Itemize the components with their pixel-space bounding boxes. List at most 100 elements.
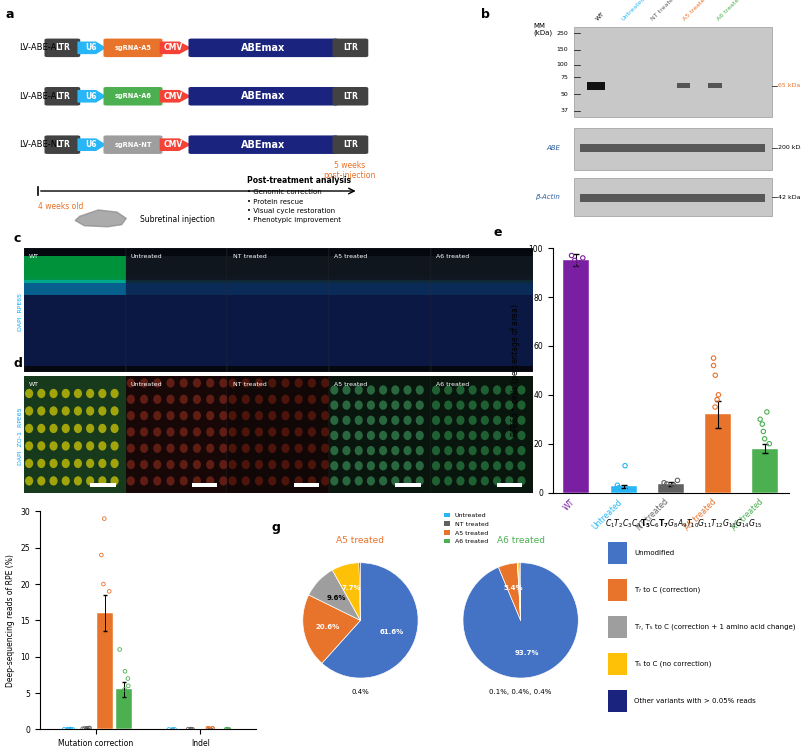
Circle shape	[343, 461, 351, 471]
Point	[202, 723, 215, 735]
Circle shape	[330, 401, 338, 410]
Circle shape	[330, 385, 338, 395]
Circle shape	[228, 378, 236, 388]
Bar	[609, 616, 627, 638]
FancyArrow shape	[159, 90, 191, 102]
Circle shape	[179, 476, 187, 486]
Circle shape	[432, 385, 440, 395]
Point	[571, 259, 584, 271]
Circle shape	[321, 411, 329, 420]
Circle shape	[206, 378, 214, 388]
Text: $C_1T_2C_3C_4\mathbf{T_5}C_6\mathbf{T_7}G_8A_9T_{10}G_{11}T_{12}G_{13}G_{14}G_{1: $C_1T_2C_3C_4\mathbf{T_5}C_6\mathbf{T_7}…	[605, 518, 763, 530]
Text: b: b	[481, 8, 490, 21]
Bar	[431, 376, 533, 493]
Text: A6 treated: A6 treated	[716, 0, 743, 22]
Circle shape	[99, 476, 107, 486]
Circle shape	[404, 476, 412, 486]
Wedge shape	[463, 562, 578, 678]
Y-axis label: Deep-sequencing reads of RPE (%): Deep-sequencing reads of RPE (%)	[6, 554, 15, 687]
Circle shape	[416, 461, 424, 471]
Text: DAPI  RPE65: DAPI RPE65	[18, 293, 22, 331]
Circle shape	[50, 389, 58, 398]
Circle shape	[416, 401, 424, 410]
Point	[99, 644, 111, 656]
Circle shape	[179, 395, 187, 404]
Text: ABEmax: ABEmax	[241, 43, 285, 53]
Point	[220, 723, 233, 735]
Text: NT treated: NT treated	[232, 382, 266, 387]
Bar	[609, 690, 627, 712]
Circle shape	[242, 378, 250, 388]
Text: 7.7%: 7.7%	[341, 585, 361, 591]
Circle shape	[493, 476, 501, 486]
Wedge shape	[303, 595, 360, 663]
Circle shape	[308, 427, 316, 437]
Circle shape	[432, 401, 440, 410]
Point	[80, 723, 93, 735]
Circle shape	[268, 444, 276, 453]
Circle shape	[62, 406, 70, 416]
Bar	[126, 256, 227, 283]
Circle shape	[86, 406, 95, 416]
Circle shape	[179, 411, 187, 420]
Text: • Protein rescue: • Protein rescue	[247, 199, 304, 205]
Circle shape	[153, 476, 161, 486]
Title: A6 treated: A6 treated	[497, 535, 545, 544]
Circle shape	[457, 461, 465, 471]
Text: sgRNA-A6: sgRNA-A6	[115, 93, 151, 99]
Circle shape	[242, 476, 250, 486]
Point	[98, 513, 111, 525]
Point	[709, 401, 722, 413]
Point	[707, 359, 720, 371]
Text: Untreated: Untreated	[131, 382, 163, 387]
Text: Untreated: Untreated	[621, 0, 647, 22]
Text: U6: U6	[86, 140, 97, 149]
Bar	[329, 280, 431, 296]
Circle shape	[62, 476, 70, 486]
Circle shape	[219, 427, 227, 437]
Point	[186, 723, 199, 735]
Circle shape	[517, 416, 525, 425]
Bar	[329, 248, 431, 372]
Circle shape	[343, 401, 351, 410]
Point	[671, 475, 684, 487]
Circle shape	[469, 476, 477, 486]
Circle shape	[355, 401, 363, 410]
Circle shape	[445, 476, 453, 486]
Circle shape	[481, 476, 489, 486]
Circle shape	[445, 401, 453, 410]
Wedge shape	[332, 562, 360, 620]
Circle shape	[505, 416, 513, 425]
Point	[203, 723, 215, 735]
Text: 100: 100	[557, 62, 568, 67]
Point	[122, 672, 135, 684]
FancyBboxPatch shape	[45, 87, 80, 105]
Point	[80, 723, 93, 735]
Circle shape	[379, 385, 387, 395]
Circle shape	[391, 416, 400, 425]
Bar	[126, 248, 227, 372]
Text: 9.6%: 9.6%	[326, 595, 346, 601]
Circle shape	[127, 411, 135, 420]
Text: ABE: ABE	[546, 145, 561, 151]
Bar	[24, 256, 126, 283]
Text: 61.6%: 61.6%	[380, 629, 404, 635]
Circle shape	[242, 395, 250, 404]
Circle shape	[255, 476, 263, 486]
Circle shape	[404, 446, 412, 455]
Circle shape	[457, 416, 465, 425]
Circle shape	[99, 406, 107, 416]
Circle shape	[62, 424, 70, 433]
Point	[206, 722, 219, 734]
Bar	[586, 82, 606, 89]
Bar	[677, 83, 690, 88]
Text: sgRNA-A5: sgRNA-A5	[115, 45, 151, 51]
Bar	[609, 542, 627, 564]
Circle shape	[343, 476, 351, 486]
Circle shape	[343, 416, 351, 425]
Circle shape	[445, 431, 453, 440]
Circle shape	[153, 378, 161, 388]
Text: DAPI  ZO-1  RPE65: DAPI ZO-1 RPE65	[18, 408, 22, 465]
Circle shape	[432, 416, 440, 425]
FancyBboxPatch shape	[188, 135, 338, 154]
